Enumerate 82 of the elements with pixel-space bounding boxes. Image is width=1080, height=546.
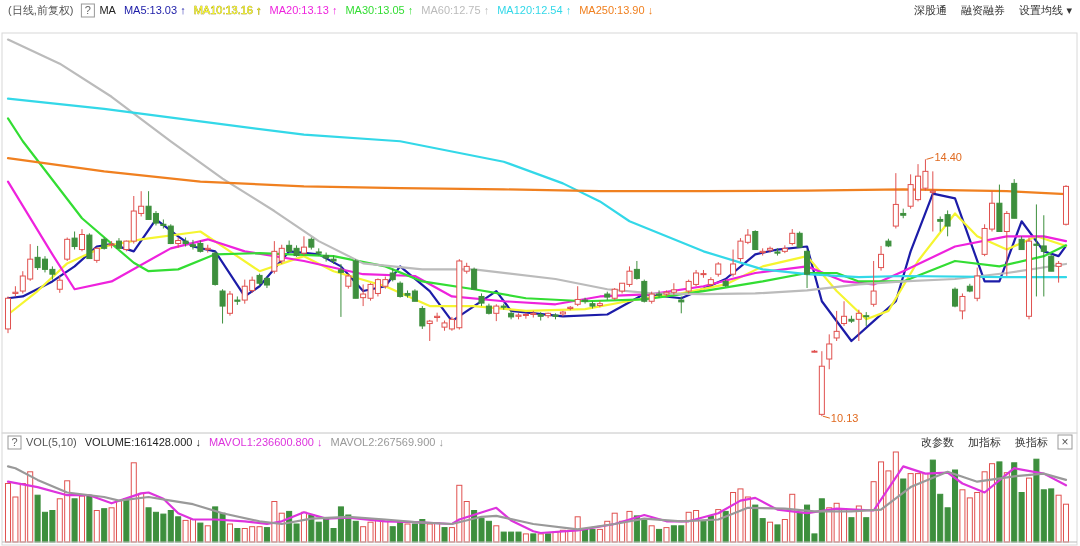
text: MA250:13.90 ↓ xyxy=(579,4,654,16)
text: MA10:13.16 ↑ xyxy=(193,4,262,16)
text: 换指标 xyxy=(1015,436,1048,448)
candlestick xyxy=(833,310,840,342)
bar xyxy=(493,525,500,543)
bar xyxy=(774,524,781,543)
candlestick xyxy=(752,229,759,251)
bar xyxy=(996,461,1003,543)
bar xyxy=(722,510,729,543)
bar xyxy=(226,523,233,543)
text: 加指标 xyxy=(968,436,1001,448)
candlestick xyxy=(574,285,581,307)
candlestick xyxy=(959,292,966,320)
text: 融资融券 xyxy=(961,4,1006,16)
bar xyxy=(78,495,85,543)
text: 设置均线 ▾ xyxy=(1019,4,1073,16)
candlestick xyxy=(974,267,981,302)
candlestick xyxy=(78,228,85,252)
candlestick xyxy=(582,297,589,305)
candlestick xyxy=(434,312,441,323)
candlestick xyxy=(929,170,936,232)
candlestick xyxy=(781,244,788,254)
bar xyxy=(263,527,270,543)
bar xyxy=(848,517,855,543)
candlestick xyxy=(730,249,737,278)
candlestick xyxy=(419,305,426,330)
text: ? xyxy=(84,4,91,16)
bar xyxy=(441,527,448,543)
bar xyxy=(101,508,108,543)
annotation: 14.40 xyxy=(934,151,962,164)
bar xyxy=(404,523,411,543)
candlestick xyxy=(471,267,478,290)
candlestick xyxy=(870,260,877,308)
candlestick xyxy=(219,288,226,325)
candlestick xyxy=(71,231,78,251)
bar xyxy=(234,528,241,543)
candlestick xyxy=(767,246,774,254)
text: MA60:12.75 ↑ xyxy=(421,4,490,16)
text: MAVOL1:236600.800 ↓ xyxy=(208,436,323,448)
bar xyxy=(1025,477,1033,543)
bar xyxy=(197,522,204,543)
bar xyxy=(900,478,907,543)
legend-title: MA xyxy=(99,4,117,16)
text: 深股通 xyxy=(914,4,948,16)
bar xyxy=(1003,472,1010,543)
bar xyxy=(663,527,670,543)
chart-title: (日线,前复权) xyxy=(8,4,74,16)
text: × xyxy=(1061,435,1069,449)
candlestick xyxy=(855,309,862,342)
text: MA5:13.03 ↑ xyxy=(123,4,186,16)
text: MA120:12.54 ↑ xyxy=(497,4,572,16)
candlestick xyxy=(878,245,885,272)
candlestick xyxy=(226,290,233,317)
candlestick xyxy=(300,235,307,257)
candlestick xyxy=(1003,210,1010,277)
bar xyxy=(86,494,93,543)
bar xyxy=(204,525,211,543)
candlestick xyxy=(633,260,640,281)
text: ? xyxy=(11,436,18,448)
series-label: VOLUME:161428.000 ↓ xyxy=(84,436,201,448)
bar xyxy=(123,498,130,543)
bar xyxy=(863,517,870,543)
text: MA20:13.13 ↑ xyxy=(269,4,338,16)
candlestick xyxy=(323,252,330,263)
candlestick xyxy=(656,289,663,299)
bar xyxy=(93,510,100,543)
bar xyxy=(71,498,78,543)
candlestick xyxy=(826,333,833,370)
candlestick xyxy=(64,237,71,262)
chart-title: VOL(5,10) xyxy=(26,436,77,448)
text: 改参数 xyxy=(921,436,954,448)
candlestick xyxy=(1055,260,1062,284)
candlestick xyxy=(804,249,811,289)
bar xyxy=(767,521,774,543)
text: MAVOL2:267569.900 ↓ xyxy=(330,436,445,448)
candlestick xyxy=(337,263,344,318)
text: MA30:13.05 ↑ xyxy=(345,4,414,16)
candlestick xyxy=(892,172,899,229)
bar xyxy=(648,525,655,543)
candlestick xyxy=(86,232,93,260)
annotation: 10.13 xyxy=(830,412,859,425)
candlestick xyxy=(841,300,848,327)
